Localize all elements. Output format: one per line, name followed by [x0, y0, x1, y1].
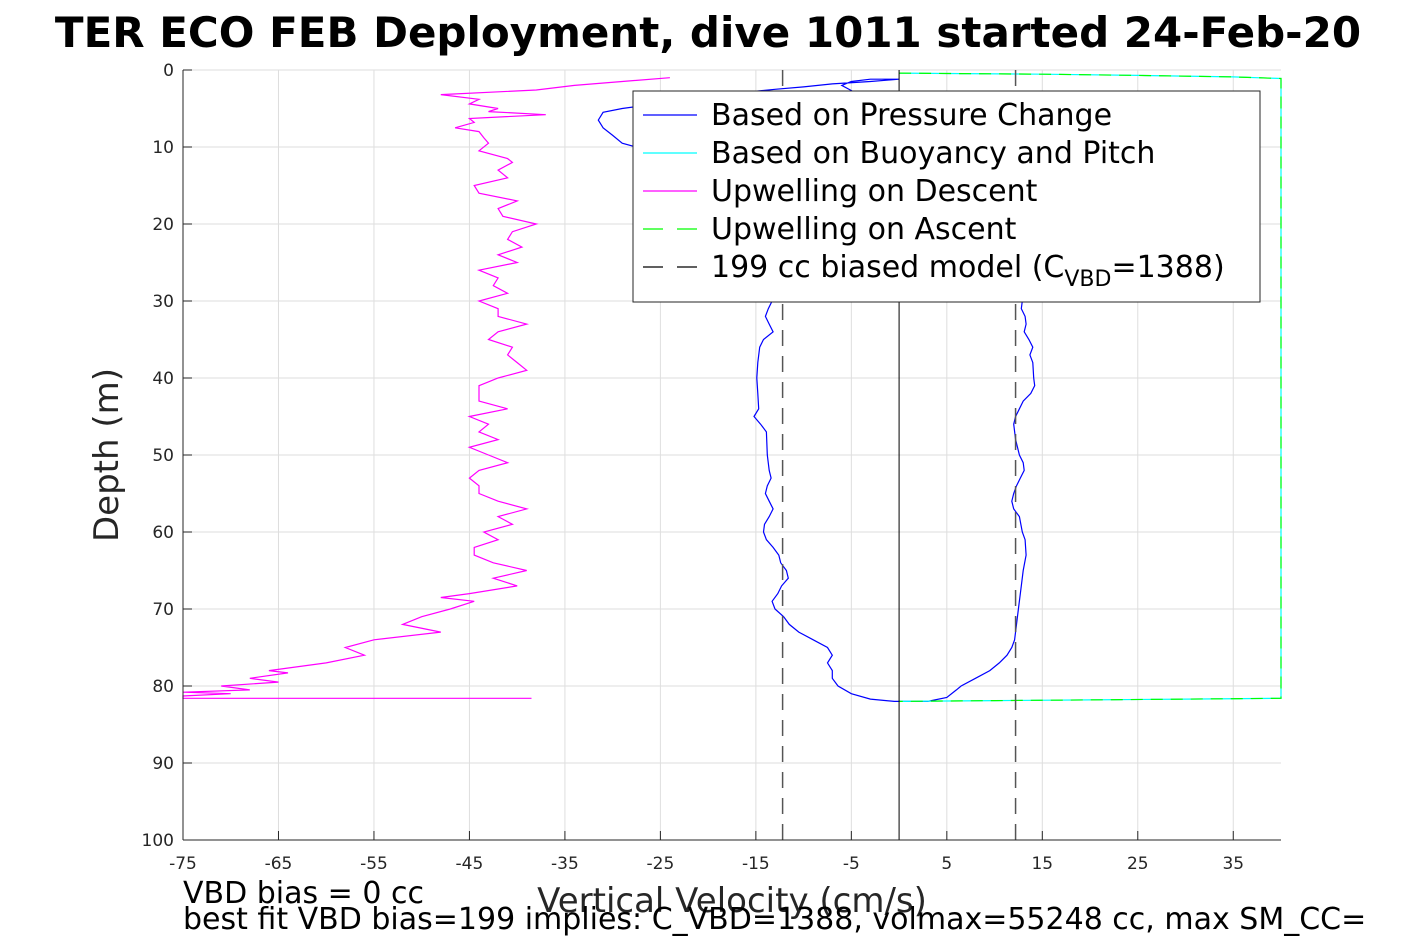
- y-tick-label: 10: [152, 138, 174, 158]
- footer-line-2: best fit VBD bias=199 implies: C_VBD=138…: [183, 902, 1366, 937]
- x-tick-label: 5: [941, 854, 952, 874]
- y-tick-label: 0: [163, 61, 174, 81]
- x-tick-label: -55: [360, 854, 388, 874]
- y-tick-label: 30: [152, 292, 174, 312]
- y-tick-label: 50: [152, 446, 174, 466]
- legend-label-suffix: =1388): [1111, 250, 1224, 285]
- x-tick-label: -35: [551, 854, 579, 874]
- x-tick-labels: -75 -65 -55 -45 -35 -25 -15 -5 5 15 25 35: [169, 831, 1244, 874]
- legend-label-text: Upwelling on Descent: [711, 174, 1038, 209]
- legend-label: Based on Pressure Change: [711, 98, 1112, 133]
- footer-line-1: VBD bias = 0 cc: [183, 876, 424, 911]
- x-tick-label: -65: [265, 854, 293, 874]
- x-axis-label: Vertical Velocity (cm/s): [537, 881, 927, 921]
- series-upwelling-on-descent: [182, 77, 670, 699]
- x-tick-label: -75: [169, 854, 197, 874]
- x-tick-label: 25: [1127, 854, 1149, 874]
- y-tick-label: 60: [152, 523, 174, 543]
- legend-label-text: Based on Buoyancy and Pitch: [711, 136, 1155, 171]
- y-tick-label: 100: [142, 831, 174, 851]
- legend-label-text: Based on Pressure Change: [711, 98, 1112, 133]
- y-tick-label: 90: [152, 754, 174, 774]
- y-tick-label: 20: [152, 215, 174, 235]
- series-upwelling-on-ascent: [899, 72, 1282, 702]
- legend-box: [632, 90, 1261, 303]
- legend-label-text: Upwelling on Ascent: [711, 212, 1017, 247]
- x-tick-label: -5: [843, 854, 860, 874]
- legend-label-subscript: VBD: [1064, 267, 1111, 292]
- legend-label: Upwelling on Descent: [711, 174, 1038, 209]
- x-tick-label: -15: [742, 854, 770, 874]
- chart-title: TER ECO FEB Deployment, dive 1011 starte…: [55, 8, 1361, 57]
- y-axis-label: Depth (m): [87, 368, 127, 542]
- x-tick-label: 15: [1031, 854, 1053, 874]
- x-tick-label: -25: [647, 854, 675, 874]
- y-tick-label: 40: [152, 369, 174, 389]
- legend-label-text: 199 cc biased model (C: [711, 250, 1064, 285]
- y-tick-labels: 0 10 20 30 40 50 60 70 80 90 100: [142, 61, 192, 851]
- x-tick-label: -45: [456, 854, 484, 874]
- legend-label: Upwelling on Ascent: [711, 212, 1017, 247]
- legend-label: 199 cc biased model (CVBD=1388): [711, 250, 1225, 292]
- y-tick-label: 80: [152, 677, 174, 697]
- legend-label: Based on Buoyancy and Pitch: [711, 136, 1155, 171]
- x-tick-label: 35: [1222, 854, 1244, 874]
- y-tick-label: 70: [152, 600, 174, 620]
